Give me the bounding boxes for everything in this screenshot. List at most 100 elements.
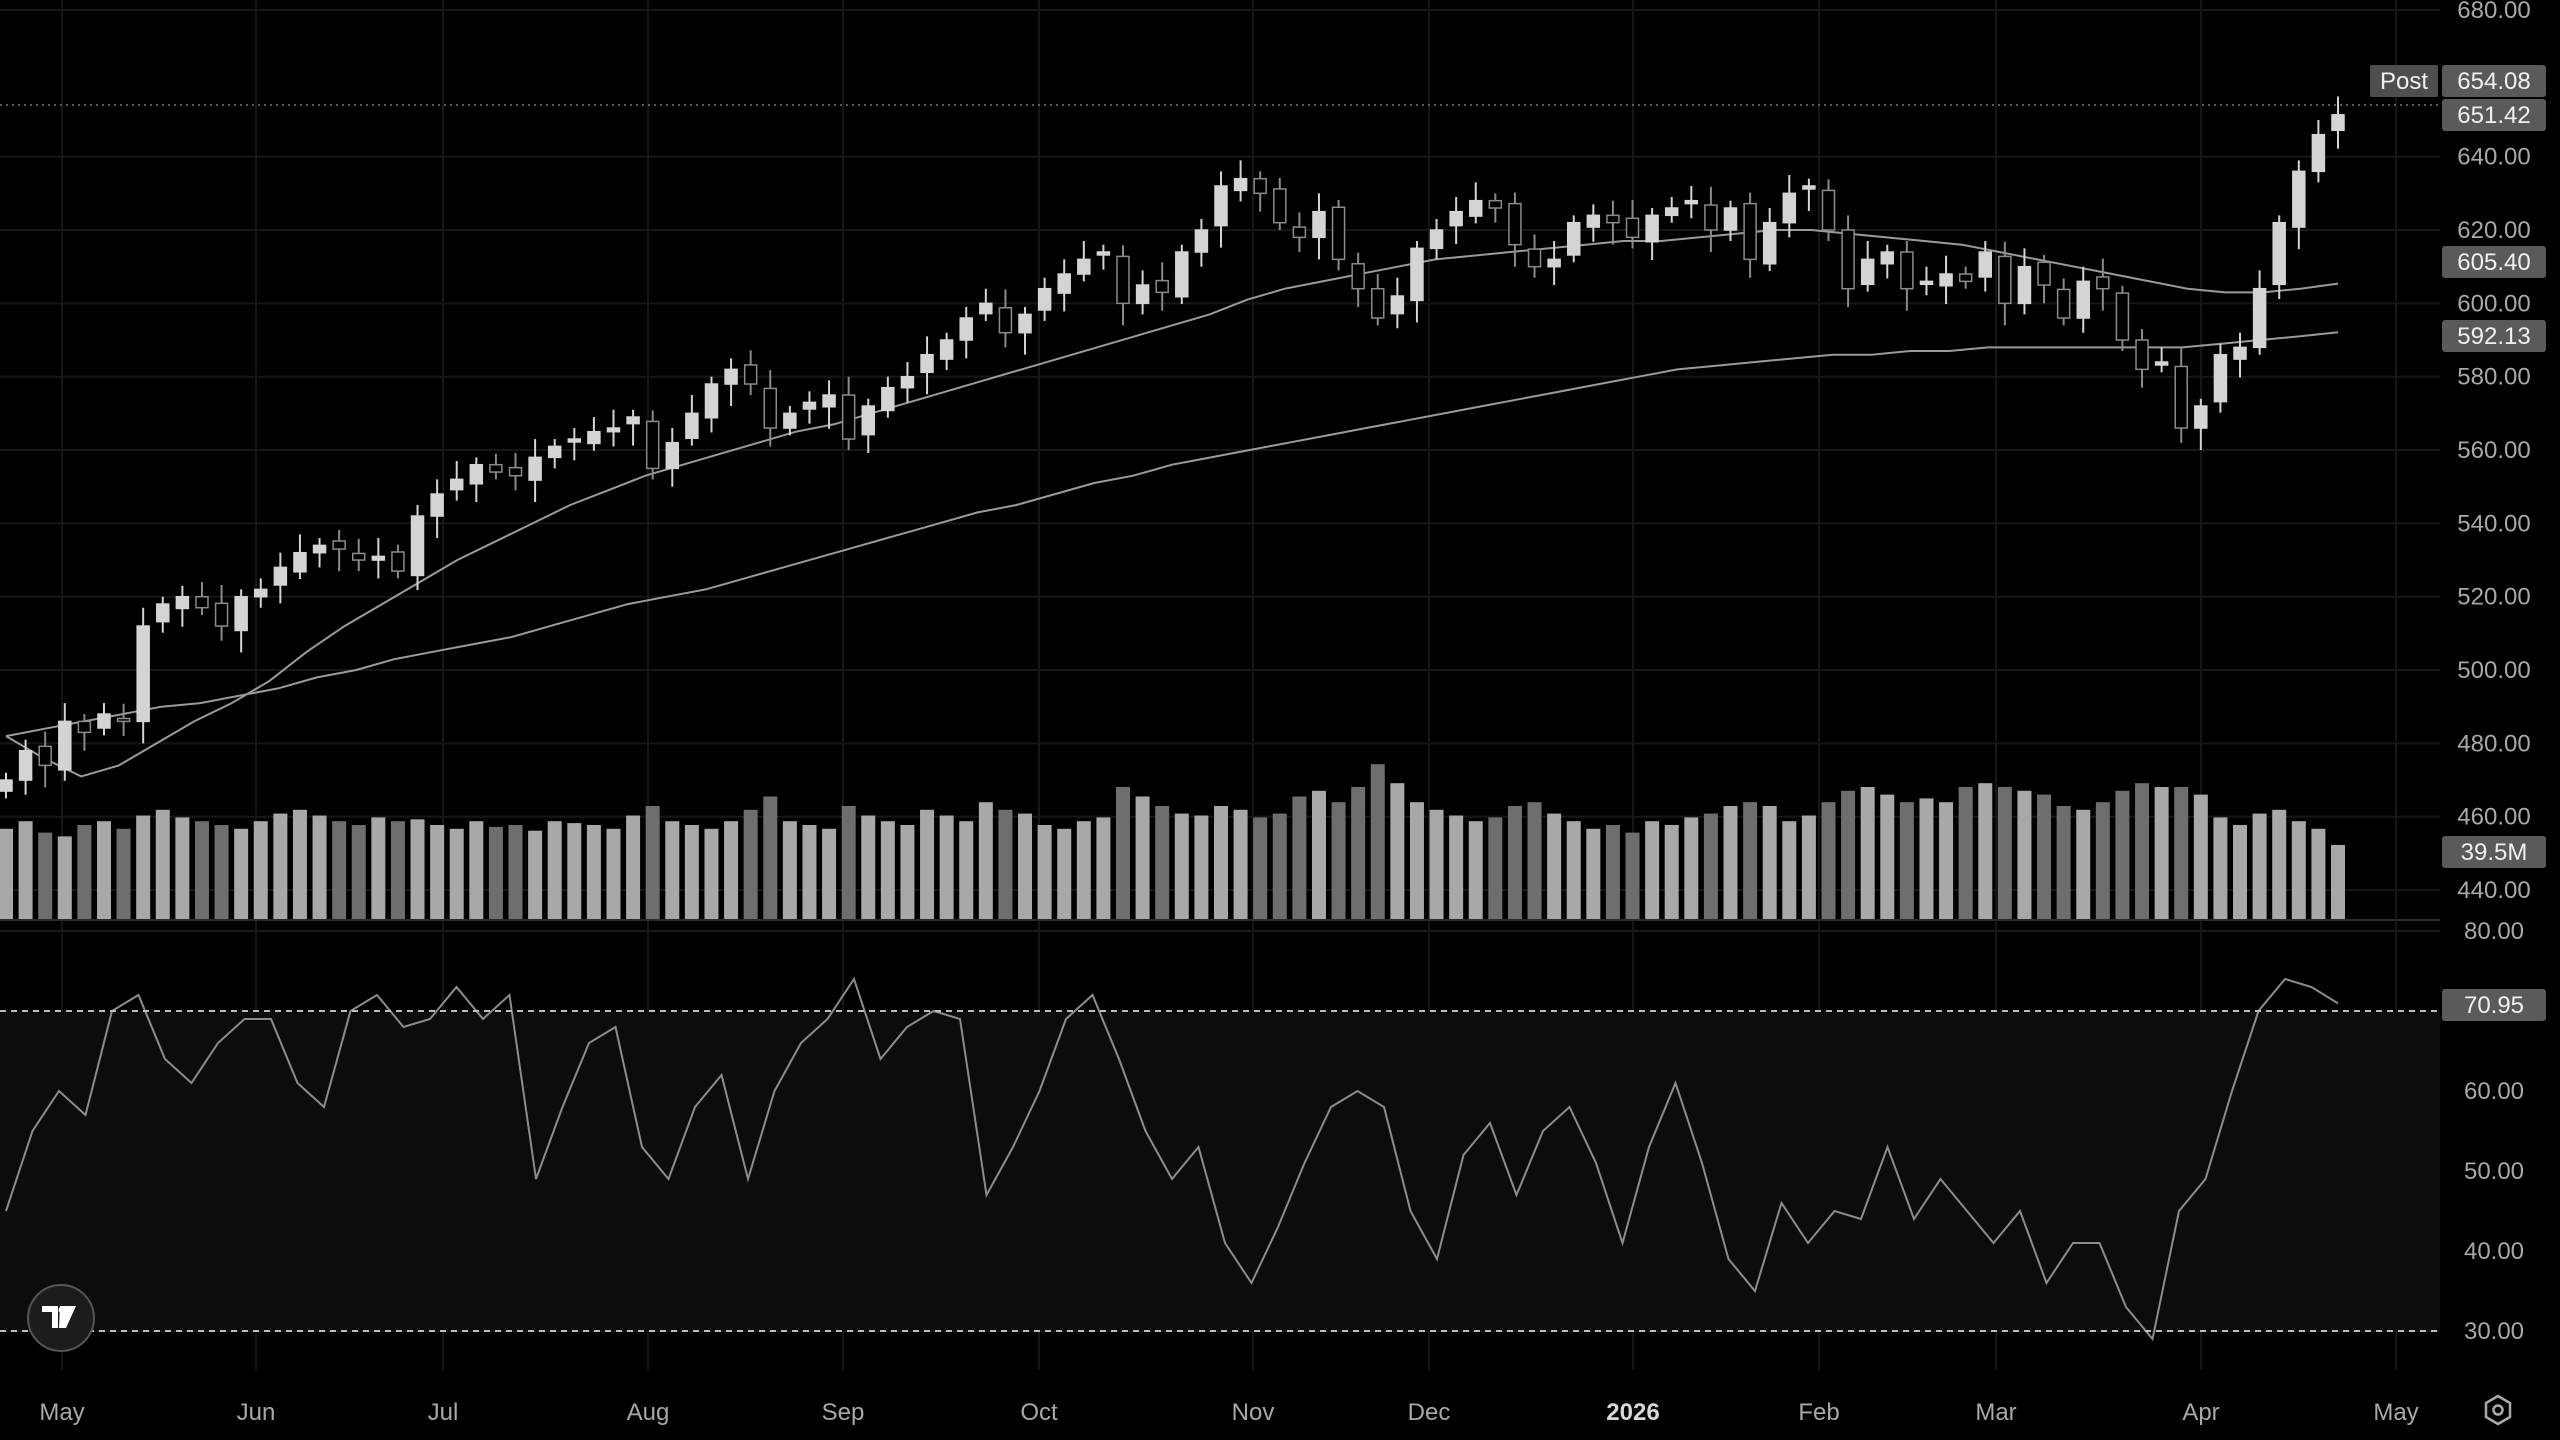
candle-body [2056,288,2071,319]
candle-body [2096,276,2110,290]
candle-body [1645,214,1659,243]
volume-bar [704,828,719,920]
candle-body [273,566,288,586]
candle-body [2154,361,2169,366]
volume-bar [312,815,327,920]
candle-body [939,339,954,360]
volume-bar [1311,790,1326,920]
volume-bar [782,821,797,920]
candle-body [1135,284,1150,305]
candle-body [783,412,797,429]
candle-body [195,595,209,609]
volume-bar [449,828,464,920]
candle-body [2213,353,2228,403]
candle-body [900,375,915,389]
candle-body [2174,365,2188,429]
volume-bar [802,825,817,920]
volume-bar [2213,817,2228,920]
volume-value: 39.5M [2461,839,2528,866]
price-tick-label: 480.00 [2457,730,2530,757]
price-tick-label: 440.00 [2457,877,2530,904]
x-tick-label: Apr [2182,1399,2219,1426]
settings-icon[interactable] [2484,1394,2512,1426]
candle-body [1214,185,1228,227]
volume-bar [0,828,13,920]
volume-bar [763,796,778,920]
candle-body [587,430,601,445]
ma-fast-value: 605.40 [2457,249,2530,276]
rsi-tick-label: 60.00 [2464,1078,2524,1105]
rsi-value: 70.95 [2464,992,2524,1019]
rsi-tick-label: 80.00 [2464,918,2524,945]
candle-body [1096,251,1111,256]
candle-body [1253,177,1267,195]
volume-bar [2174,787,2189,920]
candle-body [979,302,993,315]
volume-bar [1057,828,1072,920]
volume-bar [1684,817,1699,920]
candle-body [1978,251,1993,278]
moving-averages [5,229,2339,778]
candle-body [214,602,229,627]
candle-body [430,493,444,517]
volume-bar [2233,825,2248,920]
last-price: 651.42 [2457,102,2530,129]
volume-bar [880,821,895,920]
candle-body [1194,229,1209,253]
volume-bar [1586,828,1601,920]
price-tick-label: 680.00 [2457,0,2530,24]
volume-bar [2095,802,2110,920]
candle-body [861,405,876,436]
post-tag: Post [2370,65,2438,97]
volume-bar [508,825,523,920]
axes: May Jun Jul Aug Sep Oct Nov Dec 2026 Feb Mar Apr May… [39,0,2530,1426]
volume-bar [1233,809,1248,920]
candle-body [1821,189,1836,231]
candle-body [547,445,562,459]
volume-bar [1821,802,1836,920]
volume-bar [1939,802,1954,920]
volume-bar [2135,783,2150,920]
volume-bar [1664,825,1679,920]
candle-body [38,745,52,767]
candle-body [410,515,425,577]
volume-bar [1429,809,1444,920]
volume-bar [1566,821,1581,920]
volume-bar [606,828,621,920]
volume-bar [743,809,758,920]
ma-fast-tag: 605.40 [2442,246,2546,278]
x-tick-label: May [2373,1399,2418,1426]
volume-bar [665,821,680,920]
rsi-tick-label: 50.00 [2464,1158,2524,1185]
volume-bar [1272,813,1287,920]
candle-body [1547,258,1561,268]
volume-bar [332,821,347,920]
volume-bar [1645,821,1660,920]
candle-body [1958,273,1973,283]
moving-average-fast-line [5,229,2339,778]
volume-bar [1801,815,1816,920]
tradingview-logo-icon[interactable] [27,1284,95,1352]
candle-body [489,463,503,473]
candle-body [469,463,484,485]
candle-body [1273,188,1287,224]
candle-body [1704,204,1718,231]
candle-body [1351,263,1365,290]
candle-body [1312,210,1326,239]
candle-body [156,603,170,623]
volume-bar [1351,787,1366,920]
candle-body [1233,177,1248,192]
candle-body [332,540,346,550]
volume-bar [1292,796,1307,920]
candle-body [685,412,699,440]
volume-bar [645,806,660,920]
candle-body [97,713,111,729]
candle-body [234,595,248,632]
volume-bar [77,825,92,920]
post-price: 654.08 [2457,68,2530,95]
rsi-line [5,976,2339,1342]
volume-bar [528,830,543,920]
candle-body [1331,206,1346,261]
candle-body [1880,251,1895,265]
